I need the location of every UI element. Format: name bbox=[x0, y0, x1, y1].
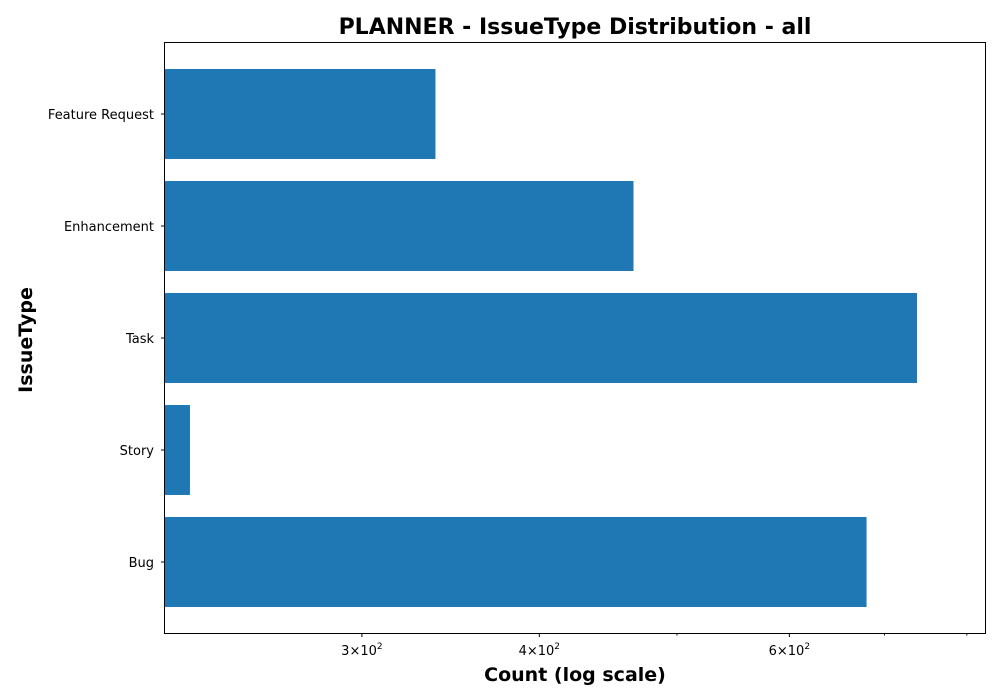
y-tick-label-enhancement: Enhancement bbox=[64, 220, 154, 235]
y-tick-label-task: Task bbox=[125, 332, 155, 347]
bar-feature-request bbox=[165, 69, 436, 159]
x-axis-label: Count (log scale) bbox=[484, 664, 666, 686]
bar-task bbox=[165, 293, 918, 383]
y-tick-label-feature-request: Feature Request bbox=[48, 108, 154, 123]
y-tick-label-story: Story bbox=[120, 444, 155, 459]
y-ticks-group: Bug Story Task Enhancement Feature Request bbox=[48, 108, 165, 571]
bars-group bbox=[165, 69, 918, 607]
y-axis-label: IssueType bbox=[15, 287, 37, 393]
bar-bug bbox=[165, 517, 867, 607]
chart-title: PLANNER - IssueType Distribution - all bbox=[339, 15, 812, 40]
x-ticks-group: 3×102 4×102 6×102 bbox=[341, 633, 968, 659]
x-tick-label-600: 6×102 bbox=[769, 642, 810, 659]
plot-frame bbox=[164, 42, 986, 634]
x-tick-label-300: 3×102 bbox=[341, 642, 382, 659]
bar-enhancement bbox=[165, 181, 634, 271]
bar-story bbox=[165, 405, 190, 495]
x-tick-label-400: 4×102 bbox=[519, 642, 560, 659]
y-tick-label-bug: Bug bbox=[129, 556, 154, 571]
